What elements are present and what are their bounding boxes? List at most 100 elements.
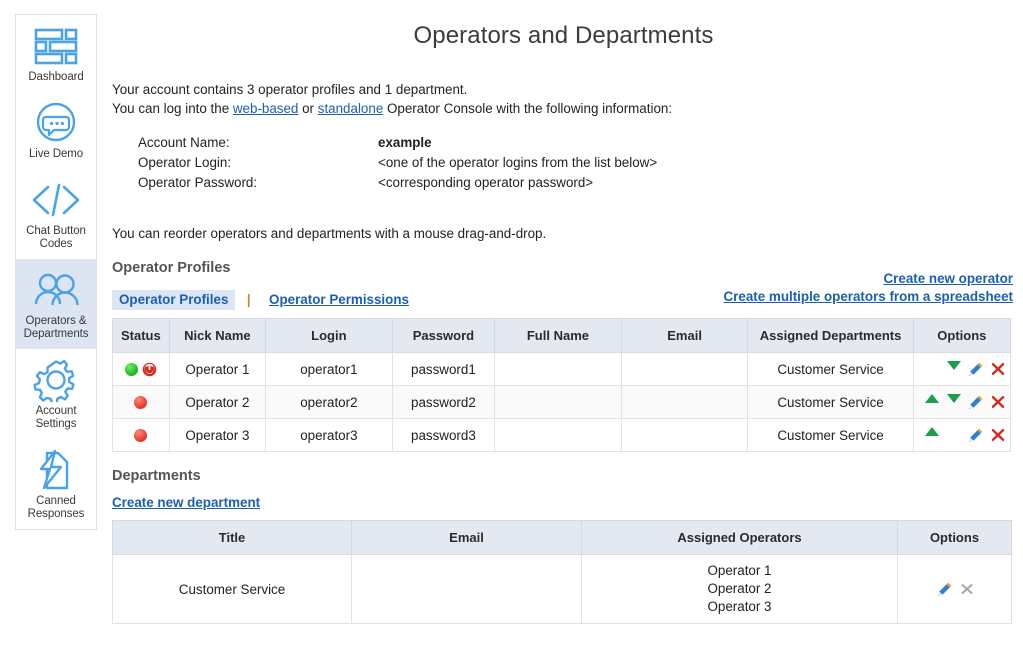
departments-table: Title Email Assigned Operators Options C… [112, 520, 1012, 624]
create-links: Create new operator Create multiple oper… [724, 270, 1013, 306]
cell-department-options [897, 554, 1012, 624]
red-dot-icon [134, 396, 148, 410]
tab-operator-permissions[interactable]: Operator Permissions [269, 292, 409, 307]
credentials-block: Account Name: example Operator Login: <o… [112, 133, 1015, 193]
cell-email [620, 352, 749, 386]
operator-tabbar: Operator Profiles | Operator Permissions… [112, 271, 1015, 314]
power-off-icon[interactable] [142, 362, 157, 377]
sidebar-label-canned-responses: Canned Responses [27, 495, 85, 520]
table-row[interactable]: Customer Service Operator 1 Operator 2 O… [112, 554, 1012, 624]
assigned-operator-item: Operator 2 [707, 581, 772, 596]
chat-bubble-icon [18, 101, 94, 145]
cell-options [912, 352, 1012, 386]
gear-icon [18, 358, 94, 402]
cell-assigned-departments: Customer Service [747, 385, 914, 419]
create-new-operator-link[interactable]: Create new operator [883, 271, 1013, 286]
intro-prefix: You can log into the [112, 101, 233, 116]
intro-or: or [298, 101, 318, 116]
move-down-icon[interactable] [945, 393, 964, 411]
sidebar-label-account-settings: Account Settings [35, 405, 77, 430]
col-email: Email [351, 520, 582, 555]
move-down-icon[interactable] [945, 360, 964, 378]
status-cell [112, 418, 170, 452]
credential-label-operator-password: Operator Password: [138, 175, 258, 190]
web-based-link[interactable]: web-based [232, 101, 299, 116]
cell-nick-name: Operator 2 [168, 385, 267, 419]
intro-line-2: You can log into the web-based or standa… [112, 99, 1015, 118]
delete-icon-disabled [958, 581, 977, 598]
cell-assigned-operators: Operator 1 Operator 2 Operator 3 [581, 554, 898, 624]
sidebar-item-account-settings[interactable]: Account Settings [16, 349, 96, 439]
dashboard-icon [18, 24, 94, 68]
col-options: Options [897, 520, 1012, 555]
delete-icon[interactable] [989, 427, 1008, 444]
sidebar-item-live-demo[interactable]: Live Demo [16, 92, 96, 169]
cell-full-name [494, 418, 622, 452]
reorder-note: You can reorder operators and department… [112, 226, 547, 241]
table-row[interactable]: Operator 3 operator3 password3 Customer … [112, 418, 1012, 452]
cell-login: operator2 [265, 385, 393, 419]
cell-nick-name: Operator 1 [168, 352, 267, 386]
cell-full-name [494, 352, 622, 386]
col-title: Title [112, 520, 352, 555]
sidebar-label-chat-button-codes: Chat Button Codes [26, 225, 86, 250]
cell-assigned-departments: Customer Service [747, 352, 914, 386]
intro-line-1: Your account contains 3 operator profile… [112, 82, 468, 97]
col-nick-name: Nick Name [168, 318, 267, 353]
cell-password: password2 [391, 385, 496, 419]
delete-icon[interactable] [989, 394, 1008, 411]
people-icon [18, 268, 94, 312]
move-up-icon[interactable] [923, 426, 942, 444]
sidebar-item-dashboard[interactable]: Dashboard [16, 15, 96, 92]
table-row[interactable]: Operator 1 operator1 password1 Customer … [112, 352, 1012, 386]
departments-heading: Departments [112, 468, 201, 484]
cell-department-email [351, 554, 582, 624]
tab-operator-profiles[interactable]: Operator Profiles [112, 290, 236, 310]
intro-suffix: Operator Console with the following info… [383, 101, 673, 116]
sidebar-label-dashboard: Dashboard [28, 71, 84, 83]
col-status: Status [112, 318, 170, 353]
cell-options [912, 418, 1012, 452]
cell-password: password3 [391, 418, 496, 452]
lightning-page-icon [18, 448, 94, 492]
sidebar-item-operators-departments[interactable]: Operators & Departments [16, 259, 96, 349]
credential-row-operator-password: Operator Password: <corresponding operat… [112, 173, 1015, 193]
col-options: Options [912, 318, 1012, 353]
col-assigned-departments: Assigned Departments [747, 318, 914, 353]
move-up-icon[interactable] [923, 393, 942, 411]
sidebar-item-canned-responses[interactable]: Canned Responses [16, 439, 96, 529]
credential-value-account-name: example [378, 135, 432, 150]
code-brackets-icon [18, 178, 94, 222]
col-full-name: Full Name [494, 318, 622, 353]
sidebar-item-chat-button-codes[interactable]: Chat Button Codes [16, 169, 96, 259]
assigned-operator-item: Operator 3 [707, 599, 772, 614]
create-new-department-link[interactable]: Create new department [112, 495, 261, 510]
table-row[interactable]: Operator 2 operator2 password2 Customer … [112, 385, 1012, 419]
move-up-icon-placeholder [923, 361, 942, 378]
edit-icon[interactable] [967, 427, 986, 444]
col-login: Login [265, 318, 393, 353]
cell-email [620, 385, 749, 419]
cell-email [620, 418, 749, 452]
cell-full-name [494, 385, 622, 419]
edit-icon[interactable] [967, 361, 986, 378]
credential-value-operator-login: <one of the operator logins from the lis… [378, 155, 658, 170]
edit-icon[interactable] [967, 394, 986, 411]
cell-options [912, 385, 1012, 419]
create-multiple-operators-link[interactable]: Create multiple operators from a spreads… [723, 289, 1013, 304]
status-cell [112, 385, 170, 419]
operator-profiles-heading: Operator Profiles [112, 260, 231, 276]
main-content: Operators and Departments Your account c… [112, 0, 1015, 652]
delete-icon[interactable] [989, 361, 1008, 378]
col-email: Email [620, 318, 749, 353]
green-dot-icon [124, 362, 138, 376]
standalone-link[interactable]: standalone [317, 101, 384, 116]
edit-icon[interactable] [936, 581, 955, 598]
cell-department-title: Customer Service [112, 554, 352, 624]
cell-password: password1 [391, 352, 496, 386]
cell-login: operator3 [265, 418, 393, 452]
move-down-icon-placeholder [945, 427, 964, 444]
operators-table: Status Nick Name Login Password Full Nam… [112, 318, 1012, 452]
col-assigned-operators: Assigned Operators [581, 520, 898, 555]
